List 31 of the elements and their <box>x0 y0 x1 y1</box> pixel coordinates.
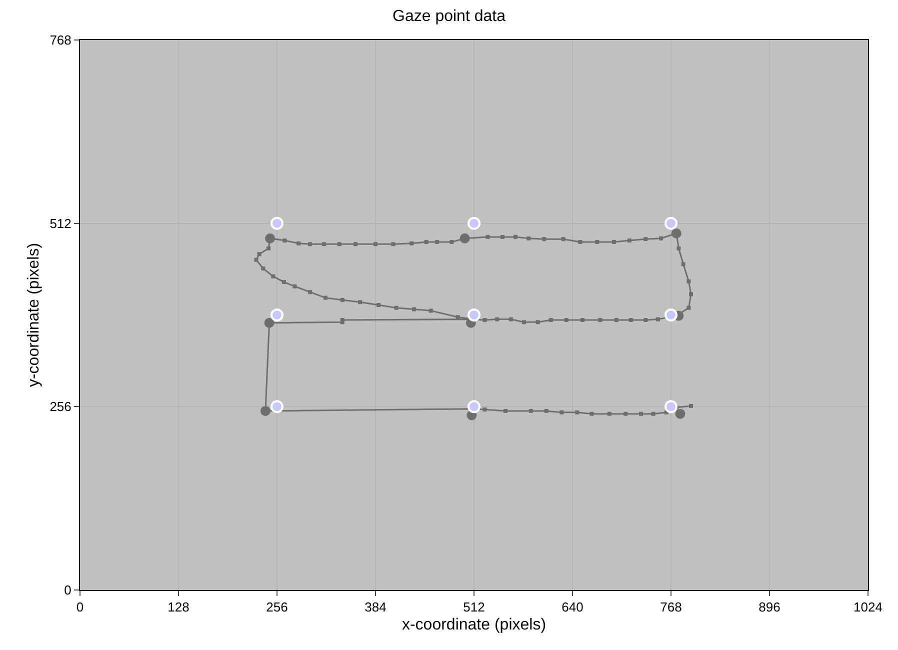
x-tick-label: 0 <box>76 600 84 615</box>
point <box>270 400 284 414</box>
point <box>265 233 276 244</box>
x-tick-label: 256 <box>266 600 288 615</box>
point <box>664 400 678 414</box>
x-tick-label: 1024 <box>854 600 882 615</box>
point <box>675 408 686 419</box>
x-tick-label: 512 <box>463 600 485 615</box>
point <box>468 308 480 322</box>
y-axis-title: y-coordinate (pixels) <box>26 242 43 388</box>
x-tick-label: 640 <box>562 600 584 615</box>
point <box>260 406 270 416</box>
y-tick-label: 768 <box>50 32 72 48</box>
x-axis-title: x-coordinate (pixels) <box>402 616 546 634</box>
x-tick-label: 768 <box>660 600 682 615</box>
point <box>664 308 678 322</box>
point <box>671 228 682 238</box>
point <box>264 318 274 328</box>
point <box>460 233 470 244</box>
y-tick-label: 512 <box>50 216 72 231</box>
point <box>468 400 480 414</box>
x-tick-label: 128 <box>168 600 190 615</box>
point <box>270 308 284 322</box>
x-tick-label: 896 <box>758 600 780 615</box>
y-tick-label: 0 <box>64 582 72 598</box>
chart-title: Gaze point data <box>392 8 506 25</box>
point <box>468 216 480 230</box>
point <box>664 216 678 230</box>
y-tick-label: 256 <box>50 399 72 414</box>
point <box>270 216 284 230</box>
x-tick-label: 384 <box>364 600 386 615</box>
